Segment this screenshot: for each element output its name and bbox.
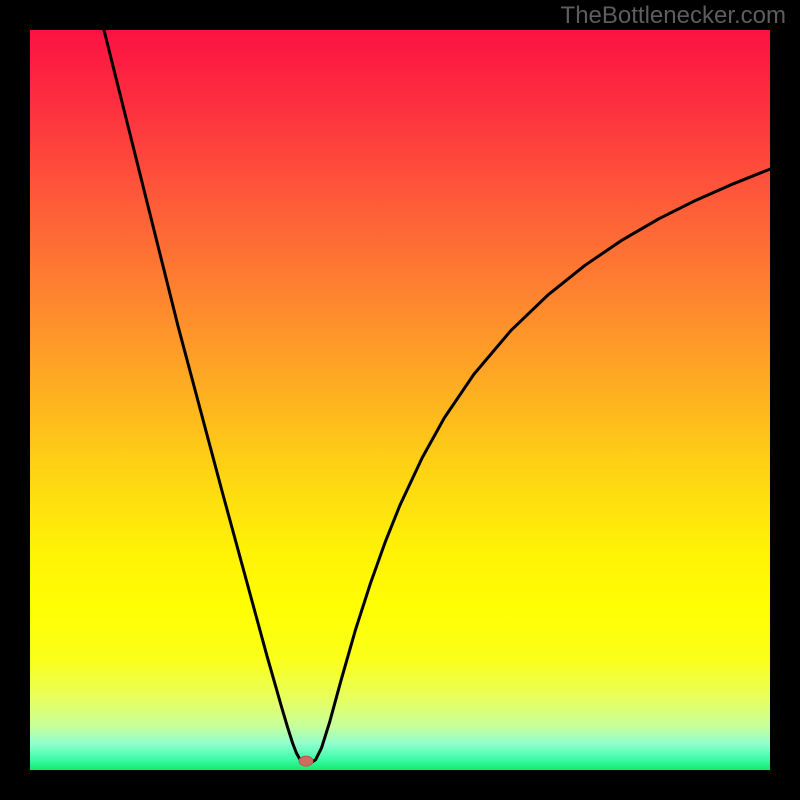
watermark-text: TheBottlenecker.com (561, 2, 786, 30)
plot-area (30, 30, 770, 770)
optimal-point-marker (299, 756, 313, 766)
bottleneck-curve (104, 30, 770, 763)
chart-svg (30, 30, 770, 770)
